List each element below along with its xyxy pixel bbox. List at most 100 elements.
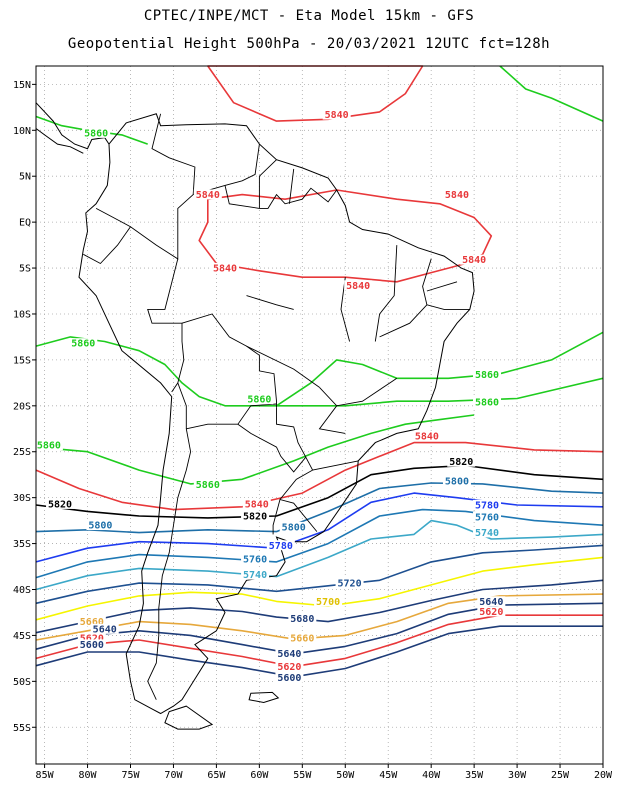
contour-5860-northeast: [499, 65, 604, 122]
contour-label: 5740: [475, 528, 499, 539]
contour-label: 5620: [479, 607, 503, 618]
lon-tick-label: 75W: [121, 770, 140, 781]
contour-5600: [35, 625, 603, 678]
map-title-line1: CPTEC/INPE/MCT - Eta Model 15km - GFS: [143, 8, 475, 24]
contour-5860-west: [35, 331, 604, 407]
contour-label-bg: [442, 475, 471, 486]
lon-tick-label: 20W: [594, 770, 613, 781]
contour-label-bg: [279, 521, 308, 532]
contour-labels: 5840 5860 5840 5840 5840 5840 5840 5860 5860 5860…: [34, 109, 506, 684]
contour-label-bg: [69, 338, 98, 349]
country-state-border: [272, 499, 281, 535]
contour-label: 5840: [325, 110, 349, 121]
contour-label: 5640: [479, 597, 503, 608]
contour-label-bg: [460, 254, 489, 265]
contour-label-bg: [447, 456, 476, 467]
contour-5620: [35, 614, 603, 668]
contour-label-bg: [473, 499, 502, 510]
lon-tick-label: 40W: [422, 770, 441, 781]
map-title-line2: Geopotential Height 500hPa - 20/03/2021 …: [67, 36, 551, 52]
country-state-border: [279, 456, 318, 532]
lat-tick-label: 45S: [13, 631, 31, 642]
contour-label-bg: [473, 369, 502, 380]
contour-label: 5680: [290, 614, 314, 625]
contour-5740: [35, 519, 604, 591]
country-state-border: [147, 258, 185, 393]
country-state-border: [186, 403, 277, 430]
lat-tick-label: 10S: [13, 309, 31, 320]
lon-tick-label: 25W: [551, 770, 570, 781]
lat-tick-label: 50S: [13, 677, 31, 688]
contour-label: 5820: [48, 499, 72, 510]
contour-label: 5800: [282, 522, 306, 533]
contour-label-bg: [412, 430, 441, 441]
contour-label: 5840: [445, 190, 469, 201]
contour-label-bg: [77, 639, 106, 650]
contour-label: 5860: [71, 339, 95, 350]
lon-tick-label: 80W: [79, 770, 98, 781]
contour-label-bg: [473, 396, 502, 407]
contour-label-bg: [477, 596, 506, 607]
contour-label: 5780: [475, 500, 499, 511]
lon-tick-label: 70W: [164, 770, 183, 781]
contour-5720: [35, 544, 604, 605]
contour-label-bg: [288, 633, 317, 644]
country-state-border: [312, 460, 359, 471]
contour-label-bg: [275, 661, 304, 672]
central-america-pacific-coast: [35, 128, 84, 154]
contour-label: 5860: [84, 128, 108, 139]
country-state-border: [374, 245, 398, 342]
contour-label: 5700: [316, 597, 340, 608]
contour-label-bg: [314, 596, 343, 607]
lat-tick-label: 25S: [13, 447, 31, 458]
contour-label: 5820: [449, 457, 473, 468]
contour-5800: [35, 482, 604, 534]
country-state-border: [426, 281, 458, 292]
contour-label: 5800: [88, 521, 112, 532]
contour-label-bg: [86, 520, 115, 531]
contour-label: 5620: [80, 634, 104, 645]
contour-label-bg: [477, 606, 506, 617]
contour-label: 5740: [243, 570, 267, 581]
lat-tick-label: 35S: [13, 539, 31, 550]
contour-label-bg: [241, 554, 270, 565]
contour-label: 5840: [196, 190, 220, 201]
falkland-islands: [248, 691, 280, 704]
country-state-border: [246, 295, 294, 310]
contour-label-bg: [335, 577, 364, 588]
lon-tick-label: 60W: [250, 770, 269, 781]
contour-label-bg: [242, 498, 271, 509]
contour-label: 5860: [475, 397, 499, 408]
contour-label-bg: [82, 127, 111, 138]
contour-label: 5660: [290, 634, 314, 645]
tierra-del-fuego: [164, 705, 214, 730]
axis-ticks: 85W 80W 75W 70W 65W 60W 55W 50W 45W 40W 35W 30W 25W 2…: [13, 80, 613, 781]
south-america-coastline: [78, 113, 475, 715]
lon-tick-label: 35W: [465, 770, 484, 781]
lat-tick-label: 30S: [13, 493, 31, 504]
contour-label-bg: [266, 540, 295, 551]
contour-label: 5600: [277, 673, 301, 684]
lat-tick-label: 20S: [13, 401, 31, 412]
contour-5820: [35, 464, 604, 519]
lat-tick-label: 5N: [19, 172, 31, 183]
contour-label-bg: [275, 672, 304, 683]
contour-label: 5840: [245, 499, 269, 510]
lat-tick-label: 55S: [13, 723, 31, 734]
country-state-border: [276, 407, 307, 458]
contour-5840-south: [35, 441, 604, 511]
lon-tick-label: 85W: [36, 770, 55, 781]
coastline-borders: [35, 102, 475, 730]
contour-label: 5640: [93, 624, 117, 635]
contour-label: 5760: [475, 512, 499, 523]
contour-label: 5840: [415, 431, 439, 442]
map-frame: [35, 65, 604, 765]
contour-label-bg: [46, 498, 75, 509]
lat-tick-label: 40S: [13, 585, 31, 596]
contour-5640: [35, 602, 604, 655]
contour-label: 5720: [338, 578, 362, 589]
lon-tick-label: 30W: [508, 770, 527, 781]
country-state-border: [193, 144, 260, 196]
country-state-border: [181, 313, 277, 408]
